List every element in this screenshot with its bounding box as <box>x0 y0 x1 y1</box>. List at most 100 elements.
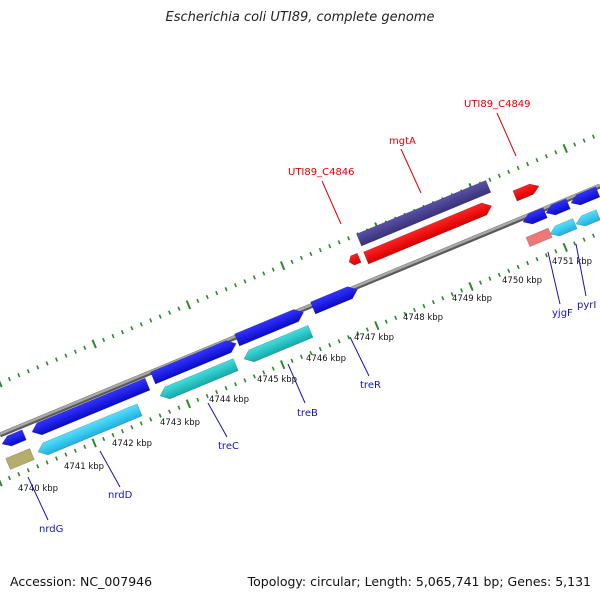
kbp-label: 4741 kbp <box>64 462 104 472</box>
minor-tick <box>234 283 238 288</box>
gene-teal <box>243 325 314 363</box>
minor-tick <box>507 169 511 175</box>
minor-tick <box>592 134 596 139</box>
minor-tick <box>243 378 247 383</box>
gene-teal <box>159 358 239 400</box>
minor-tick <box>488 276 492 281</box>
major-tick <box>185 300 192 310</box>
minor-tick <box>394 315 398 320</box>
minor-tick <box>234 382 238 387</box>
gene-olive <box>5 448 35 470</box>
gene-blue <box>1 429 27 447</box>
kbp-scale-labels: 4740 kbp 4741 kbp 4742 kbp 4743 kbp 4744 kbp… <box>18 257 592 494</box>
gene-blue <box>570 186 600 206</box>
minor-tick <box>337 339 341 344</box>
kbp-label: 4744 kbp <box>209 395 249 405</box>
minor-tick <box>422 303 426 309</box>
minor-tick <box>544 253 548 258</box>
minor-tick <box>83 444 87 449</box>
minor-tick <box>535 256 539 262</box>
minor-tick <box>460 288 464 293</box>
minor-tick <box>488 177 492 182</box>
minor-tick <box>26 369 30 374</box>
gene-features <box>1 179 600 470</box>
minor-tick <box>309 251 313 257</box>
minor-tick <box>328 244 332 249</box>
leader-line <box>575 243 587 297</box>
minor-tick <box>73 349 77 354</box>
kbp-label: 4746 kbp <box>306 354 346 364</box>
minor-tick <box>318 346 322 352</box>
major-tick <box>468 281 474 292</box>
minor-tick <box>111 333 115 339</box>
minor-tick <box>497 173 501 178</box>
minor-tick <box>356 331 360 336</box>
minor-tick <box>158 413 162 418</box>
major-tick <box>562 143 568 153</box>
minor-tick <box>262 370 266 375</box>
minor-tick <box>55 357 59 362</box>
kbp-label: 4740 kbp <box>18 484 58 494</box>
kbp-label: 4743 kbp <box>160 418 200 428</box>
label-leader-lines <box>27 112 587 521</box>
major-tick <box>562 242 568 252</box>
major-tick <box>91 438 97 448</box>
major-tick <box>0 380 3 388</box>
minor-tick <box>139 322 143 327</box>
minor-tick <box>526 260 530 266</box>
minor-tick <box>252 275 256 280</box>
minor-tick <box>299 354 303 360</box>
minor-tick <box>535 157 539 163</box>
kbp-label: 4747 kbp <box>354 333 394 343</box>
upper-tick-track <box>0 134 596 388</box>
minor-tick <box>17 373 21 378</box>
minor-tick <box>431 300 435 305</box>
minor-tick <box>554 150 558 155</box>
minor-tick <box>365 327 369 332</box>
minor-tick <box>224 386 228 391</box>
kbp-label: 4751 kbp <box>552 257 592 267</box>
minor-tick <box>102 337 106 343</box>
leader-line <box>321 180 342 225</box>
minor-tick <box>582 138 586 143</box>
minor-tick <box>64 353 68 358</box>
minor-tick <box>130 326 134 331</box>
minor-tick <box>573 142 577 147</box>
minor-tick <box>309 350 313 356</box>
minor-tick <box>516 264 520 270</box>
major-tick <box>185 399 192 409</box>
minor-tick <box>130 425 134 430</box>
gene-label-treC: treC <box>218 441 239 452</box>
minor-tick <box>215 290 219 296</box>
leader-line <box>349 336 370 377</box>
minor-tick <box>516 165 520 171</box>
gene-blue <box>150 340 237 385</box>
minor-tick <box>205 294 209 300</box>
kbp-label: 4742 kbp <box>112 439 152 449</box>
minor-tick <box>168 409 172 414</box>
major-tick <box>91 339 97 349</box>
minor-tick <box>177 306 181 311</box>
leader-line <box>496 112 517 157</box>
minor-tick <box>554 249 558 254</box>
minor-tick <box>347 236 351 241</box>
gene-blue <box>310 286 358 315</box>
gene-label-UTI89_C4849: UTI89_C4849 <box>464 99 531 110</box>
gene-label-pyrI: pyrI <box>577 300 596 311</box>
leader-line <box>27 476 49 521</box>
minor-tick <box>17 472 21 477</box>
minor-tick <box>168 310 172 315</box>
minor-tick <box>196 397 200 403</box>
minor-tick <box>64 452 68 457</box>
kbp-label: 4749 kbp <box>452 294 492 304</box>
minor-tick <box>120 330 124 335</box>
gene-label-treR: treR <box>360 380 381 391</box>
topology-text: Topology: circular; Length: 5,065,741 bp… <box>247 574 591 589</box>
minor-tick <box>224 287 228 292</box>
minor-tick <box>45 361 49 366</box>
minor-tick <box>318 247 322 253</box>
minor-tick <box>271 267 275 272</box>
minor-tick <box>526 161 530 167</box>
minor-tick <box>196 298 200 304</box>
leader-line <box>400 148 422 194</box>
